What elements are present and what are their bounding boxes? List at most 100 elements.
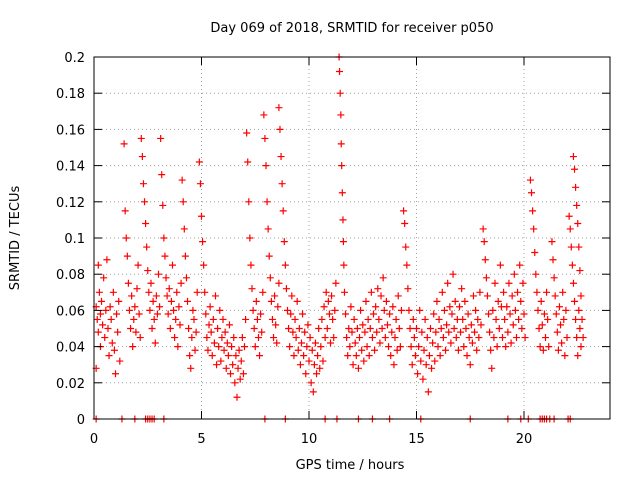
data-point [443,321,451,329]
data-point [444,279,452,287]
data-point [432,328,440,336]
data-point [266,274,274,282]
data-point [323,325,331,332]
data-point [275,104,283,112]
data-point [237,357,245,365]
data-point [316,364,324,372]
data-point [293,297,301,305]
data-point [247,261,255,269]
data-point [373,328,381,336]
data-point [348,328,356,336]
data-point [168,261,176,269]
data-point [363,343,371,351]
data-point [434,343,442,351]
data-point [231,379,239,387]
data-point [103,256,111,264]
data-point [342,310,350,318]
data-point [192,328,200,336]
data-point [167,297,175,305]
data-point [137,134,145,142]
data-point [378,325,386,332]
data-point [116,357,124,365]
data-point [274,303,282,311]
data-point [567,243,575,251]
data-point [447,339,455,347]
data-point [543,288,551,296]
data-point [259,288,267,296]
data-point [173,288,181,296]
data-point [338,189,346,197]
y-tick-label: 0.02 [56,377,85,392]
data-point [538,321,546,329]
x-axis-label: GPS time / hours [296,458,405,473]
data-point [246,234,254,242]
data-point [491,279,499,287]
data-point [115,297,123,305]
data-point [403,261,411,269]
data-point [530,225,538,233]
data-point [347,303,355,311]
data-point [476,288,484,296]
data-point [242,315,250,323]
x-tick-label: 10 [301,432,318,447]
data-point [223,339,231,347]
data-point [380,306,388,314]
data-point [94,328,102,336]
data-point [128,292,136,300]
data-point [332,279,340,287]
y-tick-label: 0.18 [56,87,85,102]
data-point [531,248,539,256]
data-point [419,375,427,383]
data-point [289,328,297,336]
data-point [202,310,210,318]
data-point [261,134,269,142]
data-point [452,334,460,342]
data-point [253,315,261,323]
data-point [113,310,121,318]
data-point [429,339,437,347]
data-point [413,325,420,332]
data-point [407,343,415,351]
data-point [540,310,548,318]
data-point [280,238,288,246]
data-point [418,328,426,336]
data-point [178,176,186,184]
data-point [514,288,522,296]
data-point [327,339,334,347]
data-point [221,328,229,336]
y-tick-label: 0.2 [64,51,85,66]
data-point [213,361,221,369]
data-point [555,303,563,311]
data-point [573,201,581,209]
data-point [187,364,195,372]
data-point [375,315,383,323]
data-point [288,292,296,300]
data-point [161,252,169,260]
data-point [371,346,379,354]
data-point [273,339,281,347]
data-point [148,325,156,332]
data-point [489,306,497,314]
data-point [285,325,293,332]
data-point [204,346,212,354]
data-point [218,334,226,342]
data-point [466,361,474,369]
data-point [483,292,491,300]
data-point [245,198,253,206]
data-point [134,261,142,269]
data-point [278,180,286,188]
data-point [374,285,382,293]
data-point [574,352,582,360]
data-point [503,303,511,311]
data-point [185,325,193,332]
data-point [361,328,369,336]
data-point [544,315,552,323]
data-point [244,158,252,166]
data-point [317,343,325,351]
y-tick-label: 0.04 [56,341,85,356]
data-point [131,303,139,311]
data-point [408,361,416,369]
data-point [215,343,223,351]
data-point [271,292,279,300]
